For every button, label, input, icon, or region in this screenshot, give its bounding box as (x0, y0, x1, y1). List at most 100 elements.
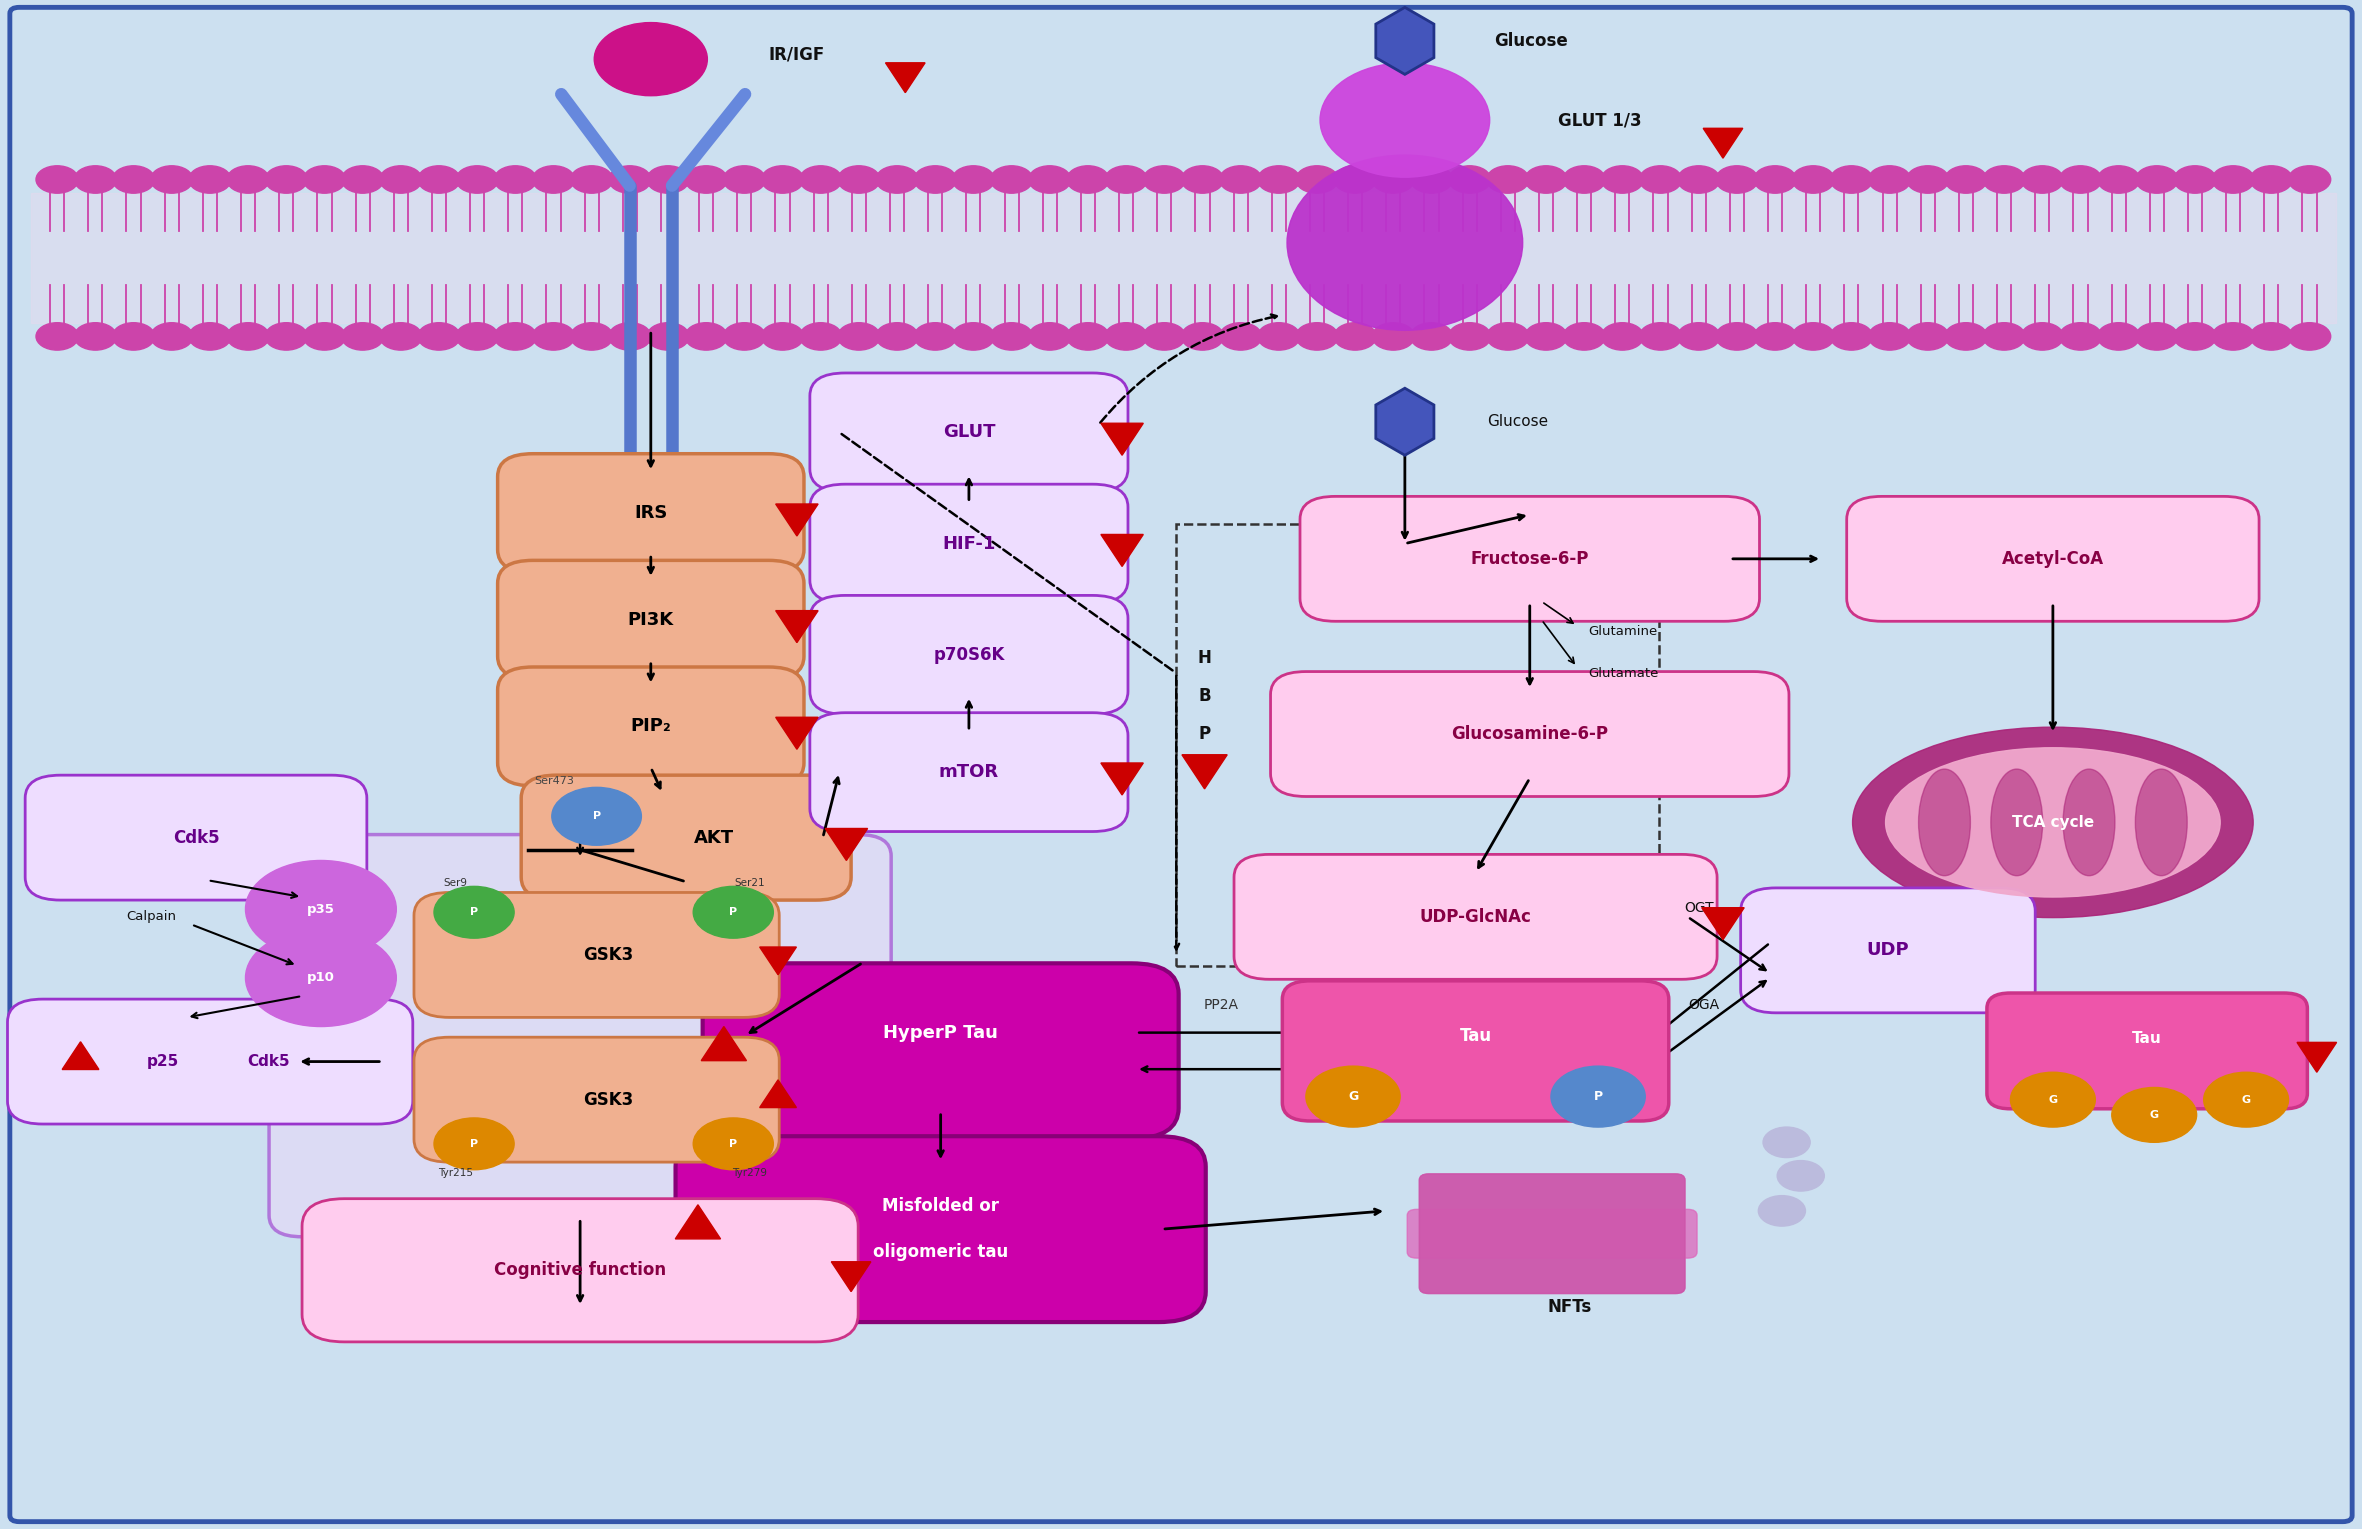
Text: P: P (470, 1139, 477, 1148)
FancyBboxPatch shape (498, 454, 803, 572)
Polygon shape (1701, 908, 1743, 940)
Text: Tyr215: Tyr215 (437, 1168, 472, 1177)
Text: Glutamate: Glutamate (1590, 667, 1658, 679)
Circle shape (1715, 323, 1757, 350)
Circle shape (1906, 323, 1949, 350)
Ellipse shape (1852, 728, 2253, 917)
Circle shape (1677, 165, 1720, 193)
Circle shape (418, 323, 461, 350)
Circle shape (189, 323, 231, 350)
Ellipse shape (1885, 748, 2220, 898)
Circle shape (1068, 165, 1110, 193)
FancyBboxPatch shape (1283, 980, 1670, 1121)
Circle shape (73, 323, 116, 350)
Polygon shape (676, 1205, 720, 1238)
Circle shape (2135, 165, 2178, 193)
Circle shape (2060, 323, 2102, 350)
Polygon shape (886, 63, 926, 93)
Circle shape (2204, 1072, 2289, 1127)
Circle shape (151, 323, 194, 350)
Text: p35: p35 (307, 902, 335, 916)
Circle shape (435, 887, 515, 939)
Text: GSK3: GSK3 (583, 946, 633, 963)
Polygon shape (61, 1041, 99, 1069)
Text: IR/IGF: IR/IGF (768, 46, 824, 64)
Circle shape (1564, 165, 1606, 193)
Text: UDP: UDP (1866, 942, 1908, 959)
Circle shape (1526, 165, 1568, 193)
Polygon shape (1703, 128, 1743, 157)
FancyBboxPatch shape (1233, 855, 1717, 979)
Circle shape (380, 165, 423, 193)
Text: P: P (730, 1139, 737, 1148)
Circle shape (1448, 165, 1490, 193)
Text: G: G (2242, 1095, 2251, 1104)
Circle shape (761, 165, 803, 193)
Circle shape (1297, 323, 1339, 350)
Text: Ser9: Ser9 (444, 878, 468, 888)
Text: GLUT: GLUT (942, 424, 994, 442)
Circle shape (2173, 165, 2216, 193)
Circle shape (1181, 323, 1224, 350)
Circle shape (342, 165, 383, 193)
Circle shape (1982, 323, 2024, 350)
Circle shape (914, 323, 957, 350)
Polygon shape (831, 1261, 872, 1292)
Circle shape (1219, 323, 1261, 350)
Circle shape (839, 323, 881, 350)
Polygon shape (761, 946, 796, 974)
Circle shape (723, 323, 765, 350)
Circle shape (876, 165, 919, 193)
Ellipse shape (1320, 63, 1490, 177)
Circle shape (647, 165, 690, 193)
Text: Ser21: Ser21 (735, 878, 765, 888)
Ellipse shape (1287, 154, 1523, 330)
Text: AKT: AKT (694, 829, 735, 847)
Polygon shape (1375, 388, 1434, 456)
Circle shape (798, 323, 841, 350)
Text: Ser473: Ser473 (534, 777, 574, 786)
Polygon shape (1101, 535, 1143, 566)
Text: P: P (1198, 725, 1212, 743)
Circle shape (151, 165, 194, 193)
Circle shape (1486, 323, 1528, 350)
Circle shape (1027, 323, 1070, 350)
Circle shape (2289, 323, 2331, 350)
Polygon shape (775, 505, 817, 537)
Circle shape (494, 323, 536, 350)
Circle shape (1372, 323, 1415, 350)
Circle shape (692, 1118, 772, 1170)
Circle shape (456, 323, 498, 350)
Circle shape (1639, 165, 1682, 193)
Circle shape (1526, 323, 1568, 350)
Circle shape (1831, 323, 1873, 350)
Circle shape (1219, 165, 1261, 193)
Circle shape (113, 323, 156, 350)
Circle shape (2010, 1072, 2095, 1127)
Circle shape (1181, 165, 1224, 193)
Text: TCA cycle: TCA cycle (2012, 815, 2095, 830)
Circle shape (1143, 323, 1186, 350)
Circle shape (1372, 165, 1415, 193)
Circle shape (302, 165, 345, 193)
Circle shape (1906, 165, 1949, 193)
Text: p25: p25 (146, 1053, 180, 1069)
Circle shape (380, 323, 423, 350)
Text: mTOR: mTOR (938, 763, 999, 781)
Circle shape (572, 323, 612, 350)
Circle shape (1297, 165, 1339, 193)
Polygon shape (775, 610, 817, 642)
Circle shape (839, 165, 881, 193)
Circle shape (2097, 323, 2140, 350)
Circle shape (685, 323, 727, 350)
FancyBboxPatch shape (810, 595, 1129, 714)
Circle shape (1027, 165, 1070, 193)
Circle shape (1868, 165, 1911, 193)
Circle shape (531, 165, 574, 193)
Circle shape (1306, 1066, 1401, 1127)
Circle shape (246, 861, 397, 959)
Circle shape (302, 323, 345, 350)
Text: Tau: Tau (2133, 1031, 2161, 1046)
Circle shape (723, 165, 765, 193)
Circle shape (1755, 165, 1795, 193)
